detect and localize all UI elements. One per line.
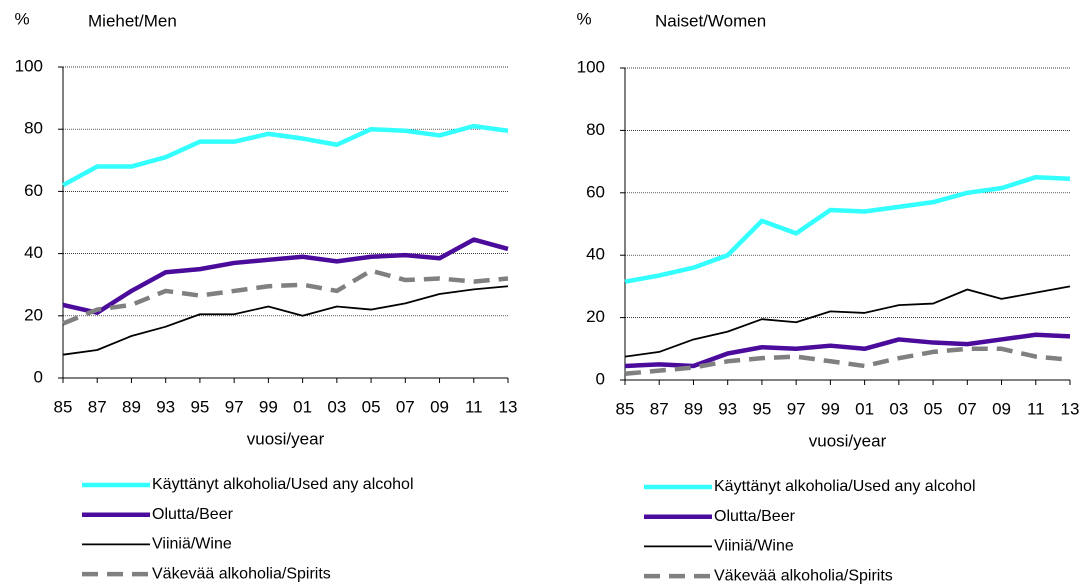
y-tick-label: 100 <box>15 56 43 75</box>
x-tick-label: 93 <box>156 397 175 416</box>
x-tick-label: 09 <box>430 397 449 416</box>
y-axis-label: % <box>576 9 591 28</box>
x-tick-label: 01 <box>855 399 874 418</box>
x-tick-label: 13 <box>1061 399 1080 418</box>
legend-label: Väkevää alkoholia/Spirits <box>152 565 331 582</box>
y-tick-label: 80 <box>586 120 605 139</box>
x-tick-label: 11 <box>1027 399 1045 418</box>
y-tick-label: 20 <box>586 307 605 326</box>
y-tick-label: 60 <box>24 181 43 200</box>
legend-label: Väkevää alkoholia/Spirits <box>714 567 893 584</box>
x-tick-label: 13 <box>499 397 518 416</box>
series-line <box>62 268 509 326</box>
x-tick-label: 85 <box>54 397 73 416</box>
series-line <box>624 174 1071 284</box>
y-tick-label: 40 <box>586 245 605 264</box>
x-axis-label: vuosi/year <box>247 429 325 448</box>
x-tick-label: 87 <box>650 399 669 418</box>
x-tick-label: 03 <box>889 399 908 418</box>
x-tick-label: 09 <box>992 399 1011 418</box>
y-tick-label: 60 <box>586 182 605 201</box>
legend-label: Olutta/Beer <box>714 508 796 525</box>
legend-label: Viiniä/Wine <box>714 538 794 555</box>
series-line <box>624 285 1071 358</box>
chart-title: Miehet/Men <box>88 11 177 30</box>
y-tick-label: 0 <box>34 367 43 386</box>
x-tick-label: 97 <box>787 399 806 418</box>
series-line <box>62 237 509 315</box>
x-tick-label: 89 <box>684 399 703 418</box>
series-line <box>624 346 1071 377</box>
x-tick-label: 89 <box>122 397 141 416</box>
legend-label: Käyttänyt alkoholia/Used any alcohol <box>714 478 976 495</box>
x-tick-label: 85 <box>616 399 635 418</box>
legend-label: Olutta/Beer <box>152 506 234 523</box>
x-tick-label: 87 <box>88 397 107 416</box>
x-tick-label: 01 <box>293 397 312 416</box>
series-line <box>62 285 509 356</box>
y-axis-label: % <box>14 9 29 28</box>
x-tick-label: 97 <box>225 397 244 416</box>
y-tick-label: 0 <box>596 369 605 388</box>
y-tick-label: 40 <box>24 243 43 262</box>
x-tick-label: 99 <box>821 399 840 418</box>
legend-label: Käyttänyt alkoholia/Used any alcohol <box>152 476 414 493</box>
series-line <box>624 332 1071 369</box>
x-axis-label: vuosi/year <box>809 431 887 450</box>
series-line <box>61 123 509 188</box>
x-tick-label: 05 <box>924 399 943 418</box>
legend-label: Viiniä/Wine <box>152 536 232 553</box>
x-tick-label: 07 <box>396 397 415 416</box>
x-tick-label: 07 <box>958 399 977 418</box>
x-tick-label: 11 <box>465 397 483 416</box>
x-tick-label: 05 <box>362 397 381 416</box>
y-tick-label: 100 <box>577 57 605 76</box>
y-tick-label: 80 <box>24 119 43 138</box>
x-tick-label: 95 <box>752 399 771 418</box>
y-tick-label: 20 <box>24 305 43 324</box>
chart-title: Naiset/Women <box>655 11 766 30</box>
x-tick-label: 99 <box>259 397 278 416</box>
x-tick-label: 03 <box>327 397 346 416</box>
x-tick-label: 93 <box>718 399 737 418</box>
x-tick-label: 95 <box>190 397 209 416</box>
